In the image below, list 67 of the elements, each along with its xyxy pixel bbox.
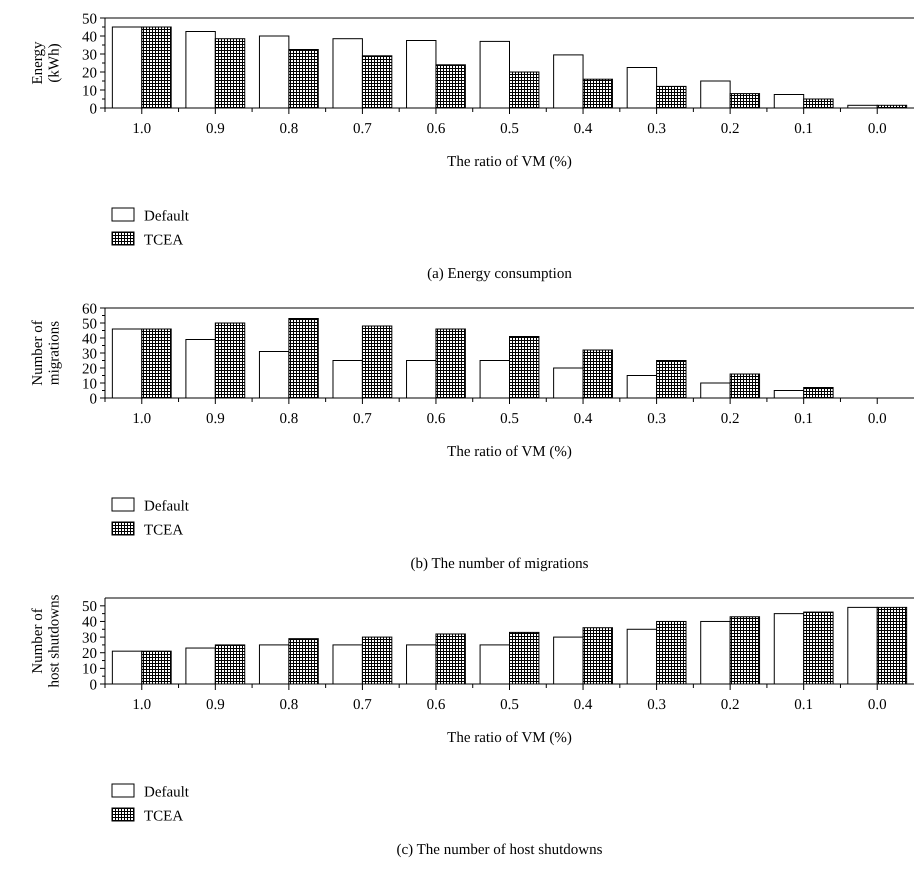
legend-label: TCEA bbox=[144, 522, 184, 538]
y-tick-label: 20 bbox=[82, 361, 97, 378]
y-tick-label: 50 bbox=[82, 316, 97, 332]
text: (c) The number of host shutdowns bbox=[396, 842, 603, 858]
legend-label: TCEA bbox=[144, 808, 184, 824]
x-tick-label: 0.7 bbox=[353, 121, 372, 137]
y-tick-label: 30 bbox=[82, 47, 97, 64]
x-tick-label: 0.4 bbox=[574, 121, 593, 137]
x-tick-label: 0.7 bbox=[353, 697, 372, 713]
y-axis-title: Number of migrations bbox=[30, 320, 62, 386]
x-axis-title: The ratio of VM (%) bbox=[447, 730, 572, 746]
x-tick-label: 0.0 bbox=[868, 411, 887, 427]
y-tick-label: 20 bbox=[82, 65, 97, 82]
y-tick-label: 40 bbox=[82, 614, 97, 631]
x-axis-title: The ratio of VM (%) bbox=[447, 154, 572, 170]
x-tick-label: 0.9 bbox=[206, 121, 225, 137]
y-tick-label: 50 bbox=[82, 599, 97, 616]
y-tick-label: 10 bbox=[82, 662, 97, 678]
x-tick-label: 0.3 bbox=[647, 697, 666, 713]
y-tick-label: 20 bbox=[82, 646, 97, 662]
x-tick-label: 0.5 bbox=[500, 121, 519, 137]
x-tick-label: 0.1 bbox=[794, 411, 814, 427]
x-tick-label: 0.6 bbox=[426, 411, 446, 427]
text: (a) Energy consumption bbox=[427, 266, 572, 282]
x-tick-label: 0.1 bbox=[794, 697, 814, 713]
y-tick-label: 10 bbox=[82, 83, 97, 100]
legend-label: TCEA bbox=[144, 232, 184, 248]
x-tick-label: 0.1 bbox=[794, 121, 814, 137]
x-tick-label: 0.6 bbox=[426, 121, 446, 137]
x-tick-label: 0.0 bbox=[868, 121, 887, 137]
x-tick-label: 0.3 bbox=[647, 121, 666, 137]
x-tick-label: 0.9 bbox=[206, 697, 225, 713]
y-tick-label: 0 bbox=[90, 391, 97, 408]
x-axis-title: The ratio of VM (%) bbox=[447, 444, 572, 460]
text: (b) The number of migrations bbox=[410, 556, 589, 572]
x-tick-label: 0.3 bbox=[647, 411, 666, 427]
x-tick-label: 0.4 bbox=[574, 411, 593, 427]
x-tick-label: 0.8 bbox=[279, 411, 298, 427]
x-tick-label: 1.0 bbox=[132, 411, 152, 427]
y-tick-label: 10 bbox=[82, 376, 97, 392]
y-tick-label: 0 bbox=[90, 677, 97, 694]
x-tick-label: 0.5 bbox=[500, 411, 519, 427]
x-tick-label: 0.9 bbox=[206, 411, 225, 427]
x-tick-label: 1.0 bbox=[132, 121, 152, 137]
x-tick-label: 0.2 bbox=[720, 411, 740, 427]
x-tick-label: 1.0 bbox=[132, 697, 152, 713]
y-tick-label: 60 bbox=[82, 301, 97, 318]
y-axis-title: Number of host shutdowns bbox=[30, 594, 62, 688]
y-tick-label: 0 bbox=[90, 101, 97, 118]
x-tick-label: 0.2 bbox=[720, 697, 740, 713]
y-tick-label: 40 bbox=[82, 331, 97, 348]
x-tick-label: 0.0 bbox=[868, 697, 887, 713]
y-tick-label: 30 bbox=[82, 630, 97, 646]
legend-label: Default bbox=[144, 208, 190, 224]
y-axis-title: Energy (kWh) bbox=[30, 40, 62, 85]
x-tick-label: 0.8 bbox=[279, 121, 298, 137]
y-tick-label: 50 bbox=[82, 11, 97, 28]
x-tick-label: 0.6 bbox=[426, 697, 446, 713]
y-tick-label: 30 bbox=[82, 346, 97, 362]
x-tick-label: 0.5 bbox=[500, 697, 519, 713]
legend-label: Default bbox=[144, 784, 190, 800]
y-tick-label: 40 bbox=[82, 29, 97, 46]
x-tick-label: 0.4 bbox=[574, 697, 593, 713]
x-tick-label: 0.2 bbox=[720, 121, 740, 137]
x-tick-label: 0.8 bbox=[279, 697, 298, 713]
x-tick-label: 0.7 bbox=[353, 411, 372, 427]
legend-label: Default bbox=[144, 498, 190, 514]
